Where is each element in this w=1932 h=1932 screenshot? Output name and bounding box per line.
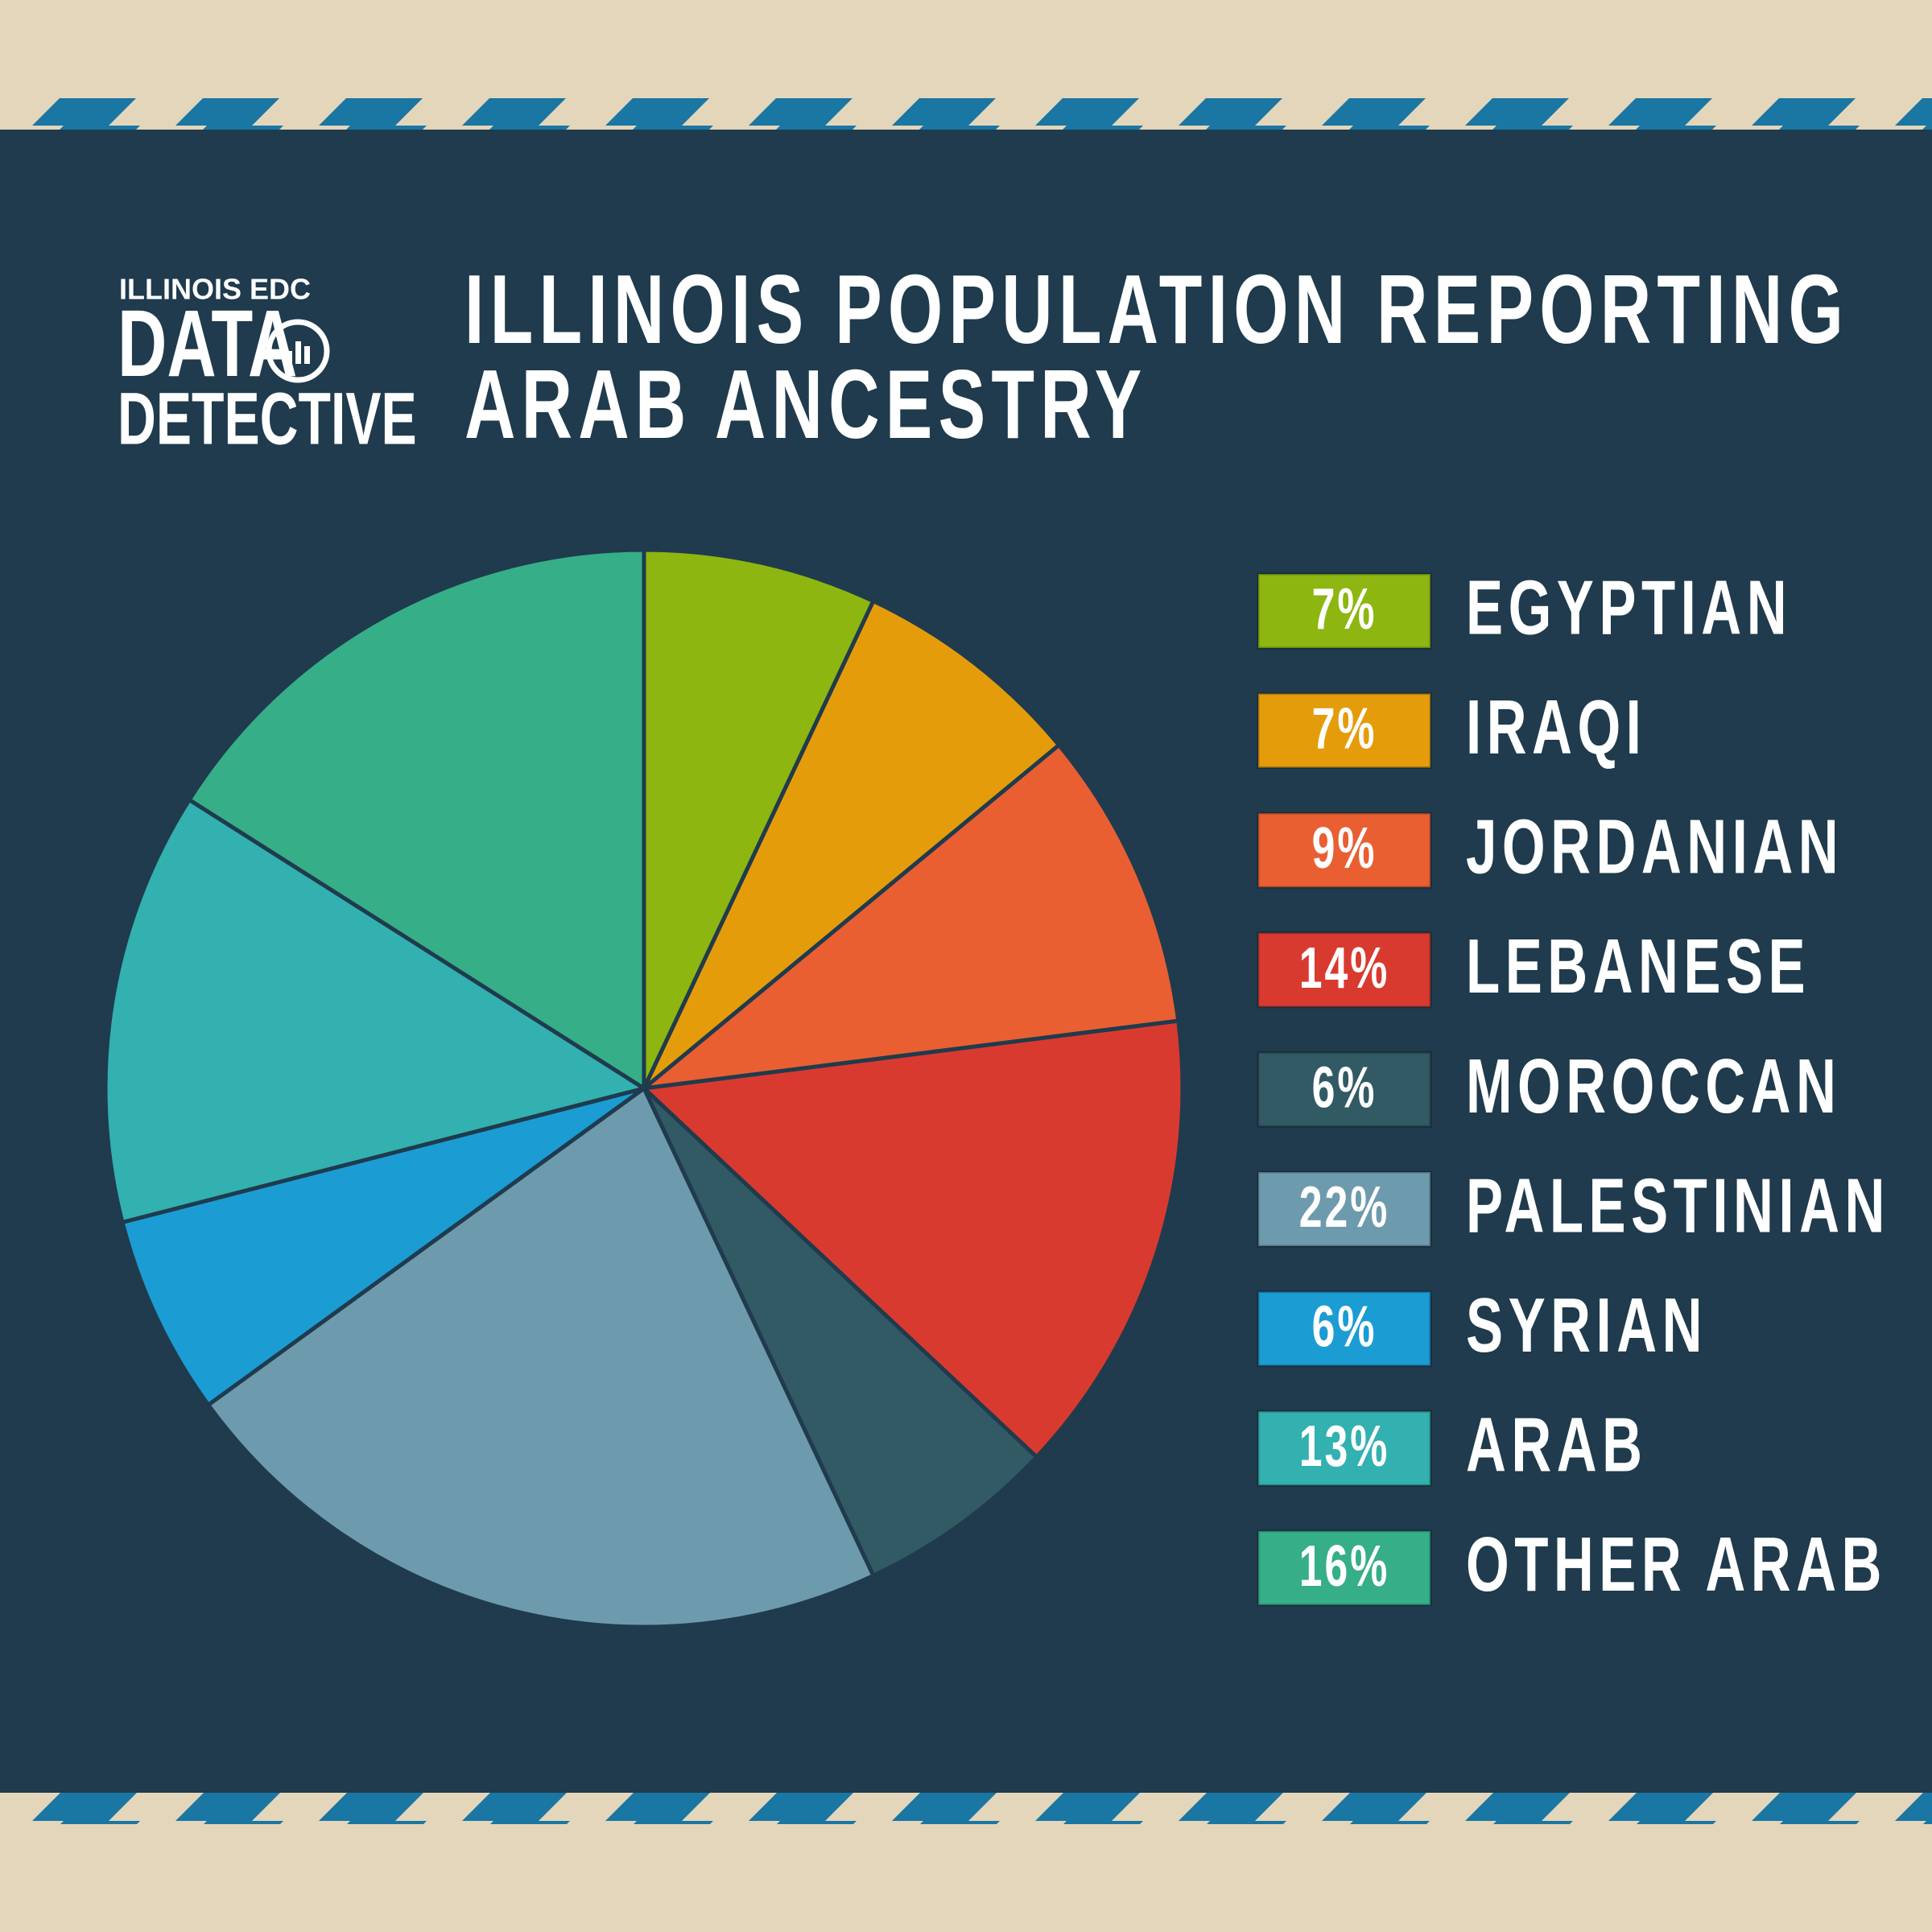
legend-value-group: 6%: [1312, 1055, 1377, 1120]
pie-slice: [642, 1018, 1185, 1459]
pie-slice: [187, 547, 646, 1091]
legend-swatch: [1257, 572, 1432, 650]
legend-value-group: 7%: [1312, 577, 1377, 642]
logo-lens: [266, 319, 330, 383]
legend-value-group: 16%: [1299, 1534, 1389, 1599]
legend-label: IRAQI: [1466, 683, 1646, 770]
top-stripes: [0, 98, 1932, 130]
legend-label: ARAB: [1466, 1401, 1648, 1488]
legend-label-group: OTHER ARAB: [1466, 1521, 1887, 1608]
legend-swatch: [1257, 1051, 1432, 1128]
legend-swatch: [1257, 692, 1432, 770]
legend-label-group: LEBANESE: [1466, 923, 1810, 1009]
legend-value-group: 6%: [1312, 1294, 1377, 1359]
legend-label: LEBANESE: [1466, 923, 1810, 1009]
pie-slice: [103, 798, 646, 1224]
logo-bar: [287, 351, 292, 364]
legend-label: JORDANIAN: [1466, 803, 1843, 890]
legend-value-group: 22%: [1299, 1175, 1389, 1240]
legend-label-group: JORDANIAN: [1466, 803, 1843, 890]
legend-value: 7%: [1312, 696, 1377, 761]
legend-label: SYRIAN: [1466, 1282, 1707, 1368]
legend-label-group: MOROCCAN: [1466, 1042, 1841, 1129]
pie-slice: [642, 599, 1061, 1091]
legend-label-group: SYRIAN: [1466, 1282, 1707, 1368]
chart-title: ILLINOIS POPULATION REPORTING ARAB ANCES…: [464, 254, 1850, 459]
pie-slice: [642, 547, 876, 1091]
legend-label: MOROCCAN: [1466, 1042, 1841, 1129]
legend-value-group: 7%: [1312, 696, 1377, 761]
legend-value: 13%: [1299, 1414, 1389, 1479]
legend-label-group: EGYPTIAN: [1466, 564, 1792, 650]
legend-label: PALESTINIAN: [1466, 1162, 1890, 1249]
legend-value: 16%: [1299, 1534, 1389, 1599]
legend-label-group: PALESTINIAN: [1466, 1162, 1890, 1249]
legend-swatch: [1257, 1530, 1432, 1607]
pie-slice: [642, 743, 1181, 1091]
pie-slice: [206, 1086, 876, 1629]
legend-label: EGYPTIAN: [1466, 564, 1792, 650]
legend-value-group: 9%: [1312, 816, 1377, 881]
legend-value: 22%: [1299, 1175, 1389, 1240]
legend-label: OTHER ARAB: [1466, 1521, 1887, 1608]
logo-detective: DETECTIVE: [118, 377, 417, 460]
pie-slice: [120, 1086, 646, 1407]
legend-label-group: ARAB: [1466, 1401, 1648, 1488]
logo-bar: [304, 346, 310, 364]
legend-swatch: [1257, 931, 1432, 1009]
logo: ILLINOIS EDC DATA DETECTIVE: [118, 273, 417, 460]
logo-bar: [295, 341, 301, 364]
legend-value-group: 13%: [1299, 1414, 1389, 1479]
legend-value: 14%: [1299, 936, 1389, 1001]
legend-swatch: [1257, 1410, 1432, 1487]
legend-value: 6%: [1312, 1294, 1377, 1359]
legend-swatch: [1257, 1290, 1432, 1368]
legend-value-group: 14%: [1299, 936, 1389, 1001]
legend-swatch: [1257, 1170, 1432, 1248]
legend-value: 7%: [1312, 577, 1377, 642]
legend-label-group: IRAQI: [1466, 683, 1646, 770]
legend-value: 9%: [1312, 816, 1377, 881]
bottom-stripes: [0, 1793, 1932, 1824]
legend-value: 6%: [1312, 1055, 1377, 1120]
legend-swatch: [1257, 811, 1432, 889]
logo-top: ILLINOIS EDC: [119, 273, 311, 306]
pie-slice: [642, 1086, 1039, 1578]
